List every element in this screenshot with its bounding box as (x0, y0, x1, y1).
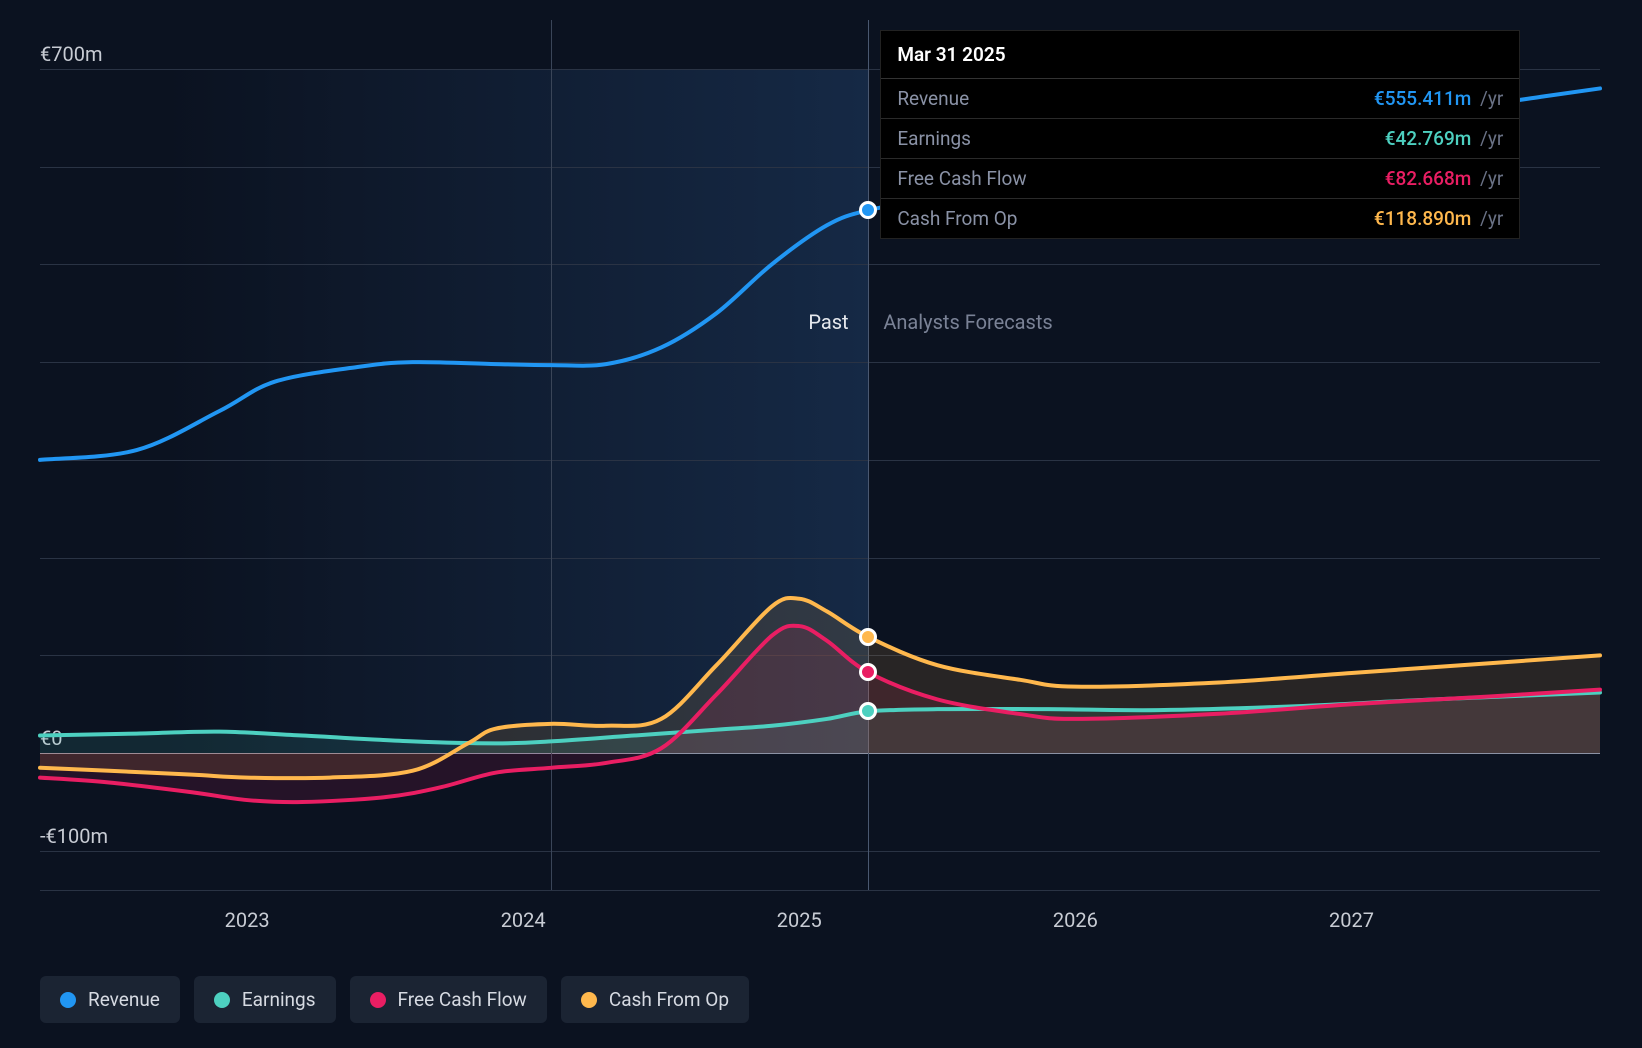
tooltip-row: Earnings €42.769m /yr (881, 119, 1519, 159)
legend-label: Revenue (88, 988, 160, 1011)
legend-swatch (370, 992, 386, 1008)
tooltip-value: €555.411m /yr (1374, 87, 1503, 110)
tooltip-row: Revenue €555.411m /yr (881, 79, 1519, 119)
tooltip-value: €82.668m /yr (1385, 167, 1504, 190)
tooltip-label: Cash From Op (897, 207, 1017, 230)
hover-tooltip: Mar 31 2025 Revenue €555.411m /yr Earnings €… (880, 30, 1520, 239)
legend-swatch (214, 992, 230, 1008)
legend-item-free-cash-flow[interactable]: Free Cash Flow (350, 976, 547, 1023)
x-axis-label: 2025 (777, 908, 822, 932)
marker-fcf (859, 663, 877, 681)
marker-earnings (859, 702, 877, 720)
tooltip-row: Cash From Op €118.890m /yr (881, 199, 1519, 238)
tooltip-label: Earnings (897, 127, 971, 150)
chart-legend: Revenue Earnings Free Cash Flow Cash From O… (40, 976, 749, 1023)
legend-item-revenue[interactable]: Revenue (40, 976, 180, 1023)
financials-forecast-chart: €700m€0-€100m20232024202520262027PastAna… (0, 0, 1642, 1048)
x-axis-label: 2024 (501, 908, 546, 932)
plot-area[interactable]: €700m€0-€100m20232024202520262027PastAna… (40, 20, 1600, 890)
tooltip-row: Free Cash Flow €82.668m /yr (881, 159, 1519, 199)
tooltip-label: Revenue (897, 87, 969, 110)
tooltip-label: Free Cash Flow (897, 167, 1026, 190)
tooltip-value: €118.890m /yr (1374, 207, 1503, 230)
legend-label: Earnings (242, 988, 316, 1011)
tooltip-value: €42.769m /yr (1385, 127, 1504, 150)
tooltip-date: Mar 31 2025 (881, 31, 1519, 79)
plot-bottom-border (40, 890, 1600, 891)
x-axis-label: 2026 (1053, 908, 1098, 932)
legend-swatch (60, 992, 76, 1008)
legend-label: Free Cash Flow (398, 988, 527, 1011)
marker-cfo (859, 628, 877, 646)
x-axis-label: 2027 (1329, 908, 1374, 932)
legend-item-cash-from-op[interactable]: Cash From Op (561, 976, 749, 1023)
legend-swatch (581, 992, 597, 1008)
legend-label: Cash From Op (609, 988, 729, 1011)
legend-item-earnings[interactable]: Earnings (194, 976, 336, 1023)
marker-revenue (859, 201, 877, 219)
x-axis-label: 2023 (225, 908, 270, 932)
